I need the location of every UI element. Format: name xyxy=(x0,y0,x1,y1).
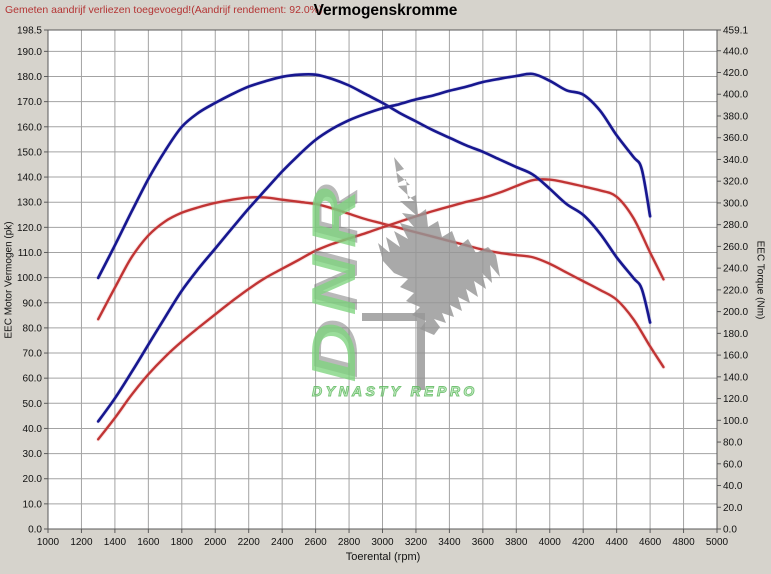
y-right-tick-label: 320.0 xyxy=(723,177,748,188)
x-tick-label: 4400 xyxy=(606,537,629,548)
y-left-tick-label: 30.0 xyxy=(23,449,43,460)
x-tick-label: 3400 xyxy=(438,537,461,548)
x-tick-label: 2400 xyxy=(271,537,294,548)
x-tick-label: 3800 xyxy=(505,537,528,548)
y-left-tick-label: 180.0 xyxy=(17,72,42,83)
y-left-tick-label: 80.0 xyxy=(23,323,43,334)
x-tick-label: 3200 xyxy=(405,537,428,548)
y-right-tick-label: 80.0 xyxy=(723,438,743,449)
y-left-tick-label: 130.0 xyxy=(17,198,42,209)
y-left-tick-label: 40.0 xyxy=(23,424,43,435)
x-tick-label: 3600 xyxy=(472,537,495,548)
y-right-tick-label: 459.1 xyxy=(723,26,748,37)
drivetrain-loss-notice: Gemeten aandrijf verliezen toegevoegd!(A… xyxy=(5,4,323,16)
x-tick-label: 4000 xyxy=(539,537,562,548)
y-left-tick-label: 50.0 xyxy=(23,399,43,410)
y-left-tick-label: 20.0 xyxy=(23,474,43,485)
y-right-tick-label: 420.0 xyxy=(723,68,748,79)
y-right-tick-label: 380.0 xyxy=(723,111,748,122)
y-right-tick-label: 340.0 xyxy=(723,155,748,166)
x-tick-label: 3000 xyxy=(371,537,394,548)
page-title: Vermogenskromme xyxy=(313,2,458,19)
y-right-tick-label: 400.0 xyxy=(723,90,748,101)
y-left-tick-label: 10.0 xyxy=(23,499,43,510)
y-left-tick-label: 0.0 xyxy=(28,525,42,536)
y-left-tick-label: 140.0 xyxy=(17,173,42,184)
x-tick-label: 5000 xyxy=(706,537,729,548)
x-tick-label: 4600 xyxy=(639,537,662,548)
x-tick-label: 2800 xyxy=(338,537,361,548)
y-right-tick-label: 220.0 xyxy=(723,285,748,296)
x-tick-label: 1800 xyxy=(171,537,194,548)
y-right-tick-label: 280.0 xyxy=(723,220,748,231)
curve-vermogen-getuned-pk- xyxy=(96,72,652,423)
y-left-tick-label: 110.0 xyxy=(18,248,43,259)
y-right-tick-label: 360.0 xyxy=(723,133,748,144)
x-tick-label: 4800 xyxy=(672,537,695,548)
x-tick-label: 4200 xyxy=(572,537,595,548)
y-right-tick-label: 240.0 xyxy=(723,264,748,275)
y-left-tick-label: 198.5 xyxy=(17,26,42,37)
y-axis-label-power: EEC Motor Vermogen (pk) xyxy=(3,221,15,339)
y-left-tick-label: 60.0 xyxy=(23,374,43,385)
y-left-tick-label: 190.0 xyxy=(17,47,42,58)
y-left-tick-label: 170.0 xyxy=(17,97,42,108)
y-right-tick-label: 0.0 xyxy=(723,525,737,536)
y-left-tick-label: 120.0 xyxy=(17,223,42,234)
y-right-tick-label: 20.0 xyxy=(723,503,743,514)
x-tick-label: 2600 xyxy=(304,537,327,548)
y-right-tick-label: 60.0 xyxy=(723,459,743,470)
y-right-tick-label: 100.0 xyxy=(723,416,748,427)
y-right-tick-label: 300.0 xyxy=(723,198,748,209)
x-tick-label: 1400 xyxy=(104,537,127,548)
y-right-tick-label: 440.0 xyxy=(723,46,748,57)
x-tick-label: 1200 xyxy=(70,537,93,548)
x-tick-label: 1000 xyxy=(37,537,60,548)
y-right-tick-label: 260.0 xyxy=(723,242,748,253)
y-right-tick-label: 200.0 xyxy=(723,307,748,318)
x-tick-label: 2000 xyxy=(204,537,227,548)
y-axis-label-torque: EEC Torque (Nm) xyxy=(754,240,766,320)
curve-torque-getuned-nm- xyxy=(96,72,652,324)
x-tick-label: 1600 xyxy=(137,537,160,548)
y-left-tick-label: 90.0 xyxy=(23,298,43,309)
y-right-tick-label: 140.0 xyxy=(723,372,748,383)
y-left-tick-label: 160.0 xyxy=(17,122,42,133)
y-right-tick-label: 180.0 xyxy=(723,329,748,340)
y-right-tick-label: 120.0 xyxy=(723,394,748,405)
y-right-tick-label: 160.0 xyxy=(723,351,748,362)
y-left-tick-label: 70.0 xyxy=(23,349,43,360)
y-left-tick-label: 150.0 xyxy=(17,147,42,158)
x-axis-label-rpm: Toerental (rpm) xyxy=(345,551,421,563)
x-tick-label: 2200 xyxy=(238,537,261,548)
y-left-tick-label: 100.0 xyxy=(17,273,42,284)
y-right-tick-label: 40.0 xyxy=(723,481,743,492)
